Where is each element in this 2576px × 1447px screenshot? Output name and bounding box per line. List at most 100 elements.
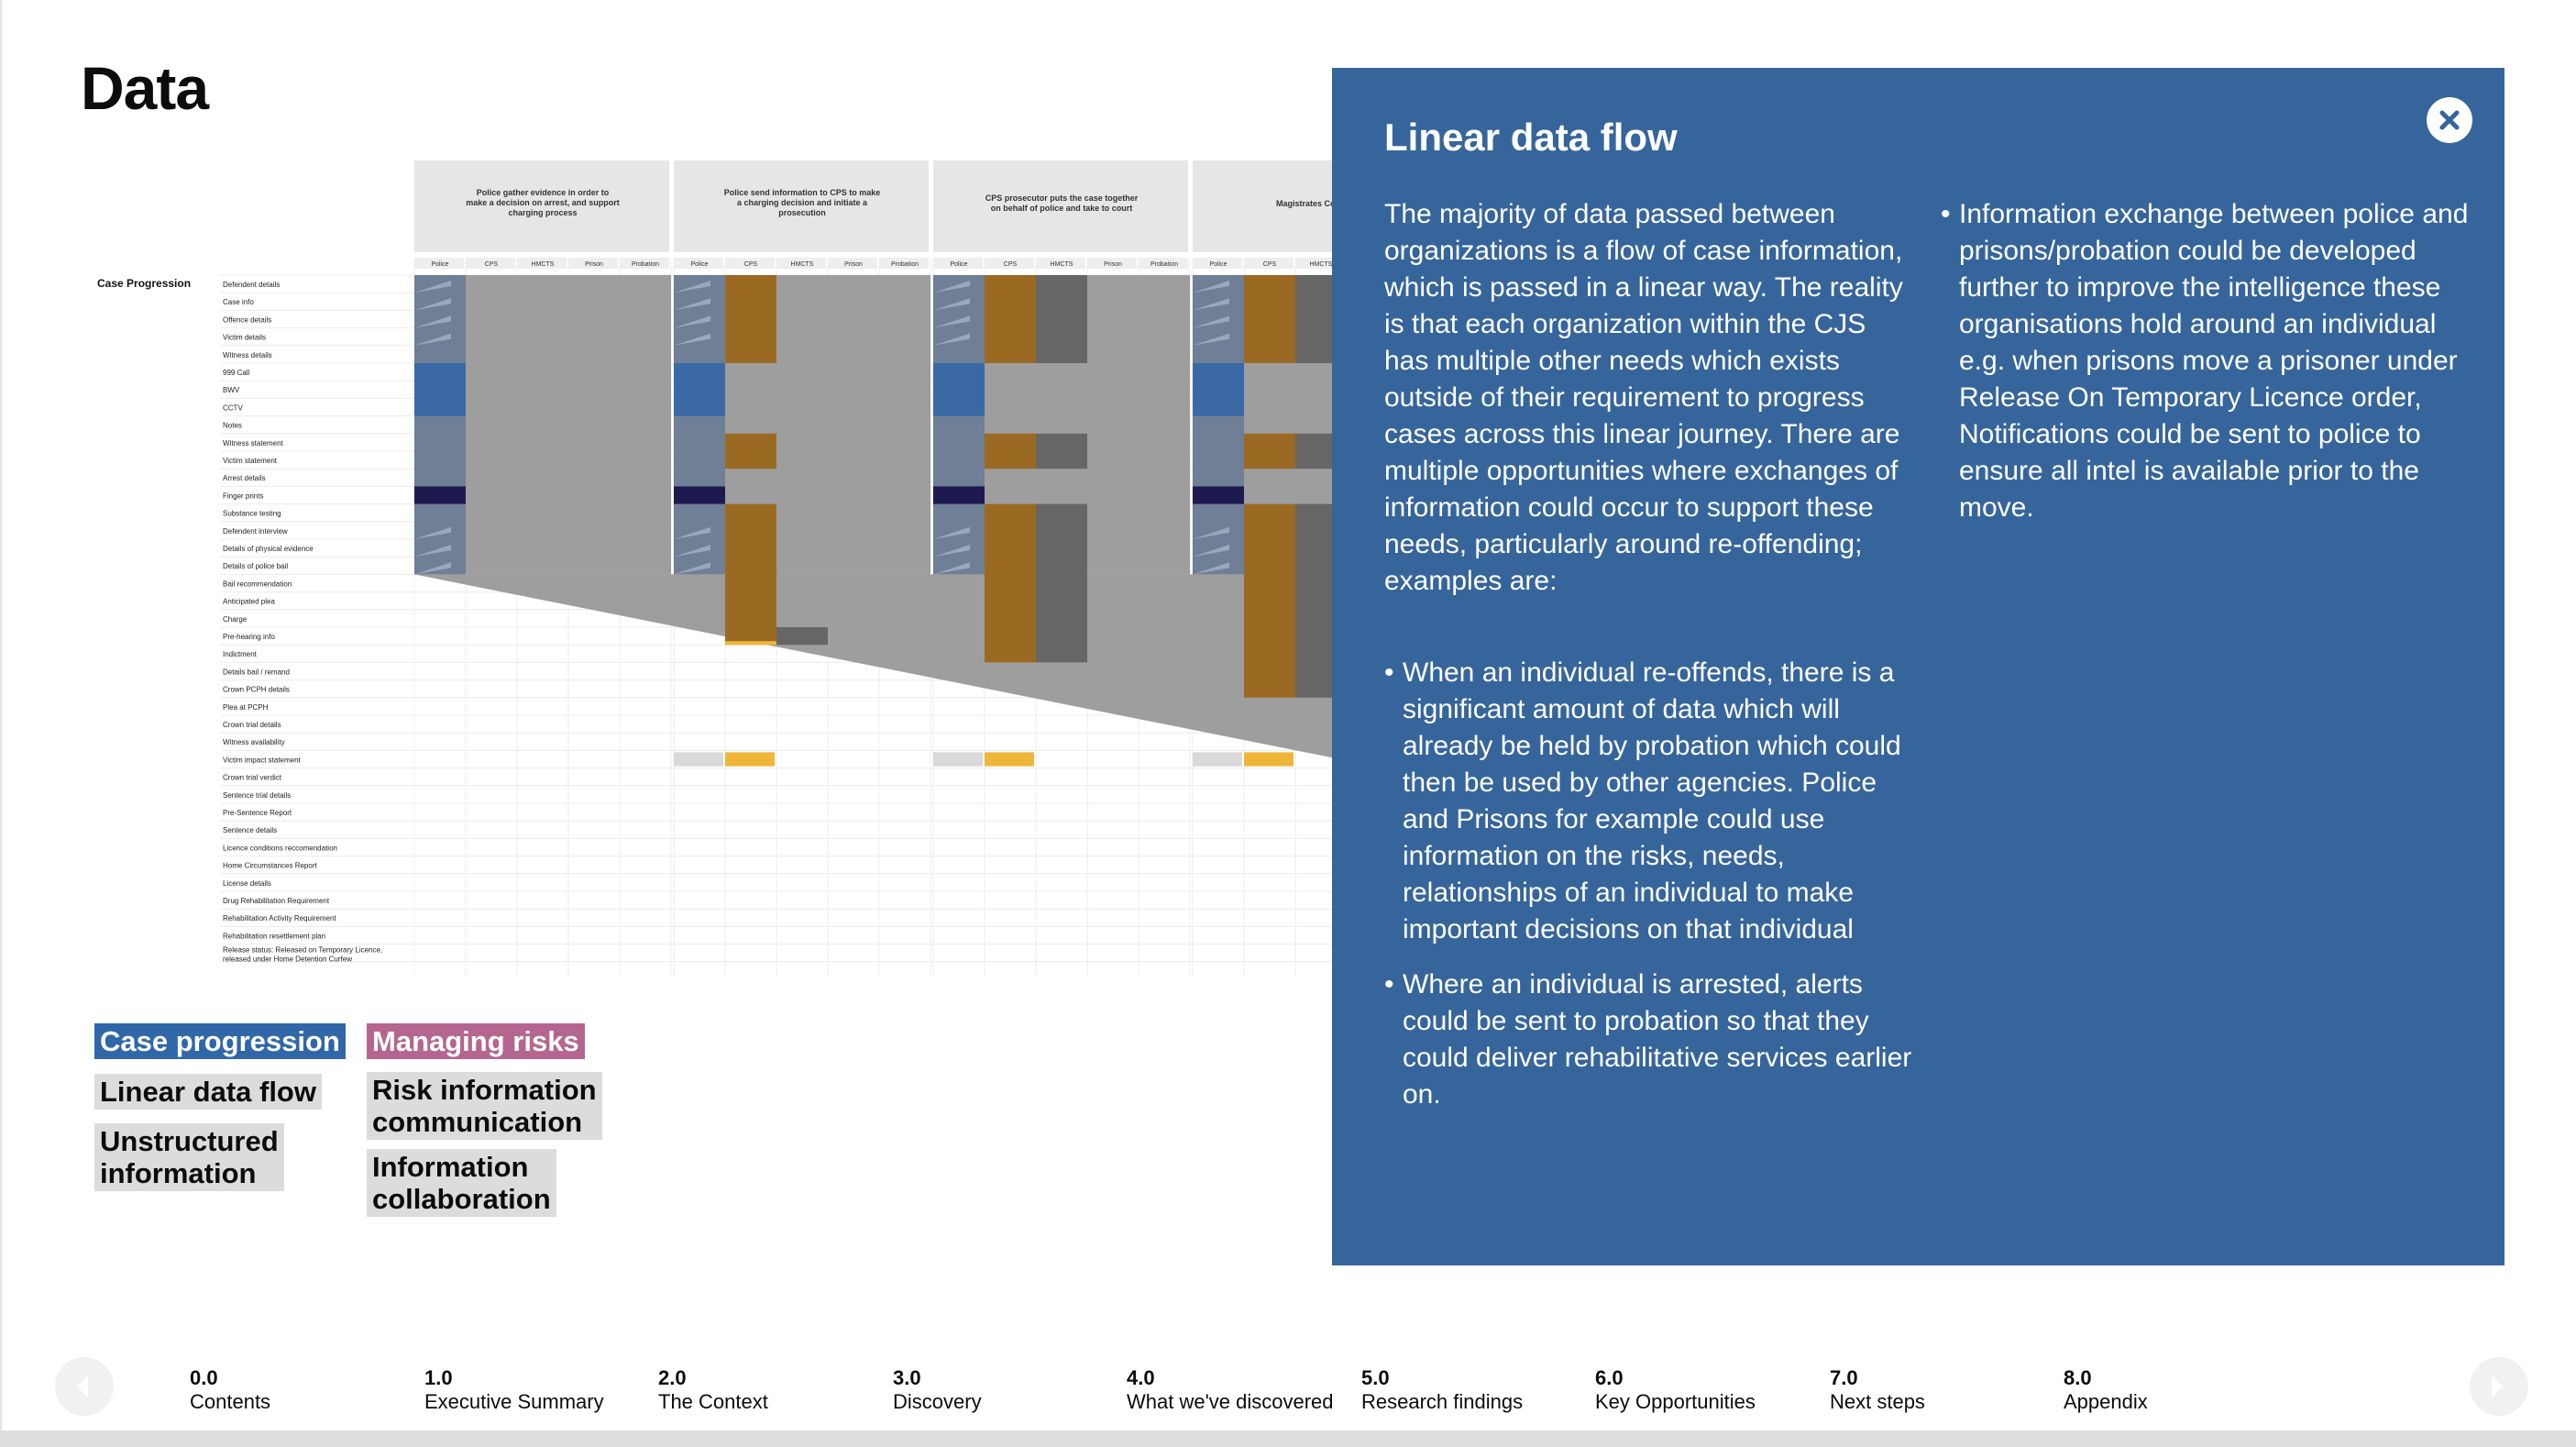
row-label: Details of physical evidence bbox=[223, 545, 314, 553]
police-chevron bbox=[674, 562, 710, 575]
victim-impact-cell bbox=[933, 752, 983, 767]
nav-item[interactable]: 4.0 What we've discovered bbox=[1127, 1366, 1334, 1414]
panel-left-column: The majority of data passed between orga… bbox=[1384, 196, 1914, 1113]
section-label: Case Progression bbox=[97, 277, 191, 290]
row-label: Pre-hearing info bbox=[223, 633, 275, 641]
tag-managing-risks-label: Managing risks bbox=[372, 1025, 579, 1057]
panel-bullet-arrest: Where an individual is arrested, alerts … bbox=[1384, 967, 1914, 1113]
next-page-button[interactable] bbox=[2470, 1357, 2528, 1416]
police-chevron bbox=[674, 526, 710, 539]
close-icon bbox=[2439, 110, 2460, 130]
stage-header-text: Police gather evidence in order to make a… bbox=[466, 188, 620, 217]
police-chevron bbox=[933, 562, 970, 575]
agency-header-text: Probation bbox=[891, 261, 919, 268]
cps-brown-cells bbox=[725, 275, 776, 363]
tag-information-collaboration[interactable]: Information collaboration bbox=[367, 1149, 556, 1217]
tag-risk-information-communication[interactable]: Risk information communication bbox=[367, 1072, 602, 1140]
stage-header-box bbox=[933, 160, 1188, 252]
tag-linear-data-flow[interactable]: Linear data flow bbox=[94, 1074, 322, 1110]
nav-item-label: Key Opportunities bbox=[1595, 1390, 1756, 1413]
police-chevron bbox=[414, 333, 451, 346]
agency-header-text: Police bbox=[1209, 261, 1227, 268]
nav-item-number: 6.0 bbox=[1595, 1366, 1624, 1389]
row-label: Defendent interview bbox=[223, 527, 288, 536]
row-label: Crown trial verdict bbox=[223, 774, 282, 782]
agency-header-cell bbox=[1036, 258, 1085, 269]
left-edge-rule bbox=[0, 0, 2, 1447]
agency-header-cell bbox=[1139, 258, 1188, 269]
agency-header-cell bbox=[620, 258, 669, 269]
agency-header-text: HMCTS bbox=[1051, 261, 1073, 268]
row-label: Rehabilitation Activity Requirement bbox=[223, 914, 336, 922]
nav-item[interactable]: 3.0 Discovery bbox=[893, 1366, 982, 1414]
row-label: Crown PCPH details bbox=[223, 686, 290, 694]
nav-item[interactable]: 7.0 Next steps bbox=[1830, 1366, 1925, 1414]
tag-unstructured-information[interactable]: Unstructured information bbox=[94, 1123, 284, 1191]
panel-bullet-reoffend: When an individual re-offends, there is … bbox=[1384, 655, 1914, 948]
row-label: Details of police bail bbox=[223, 562, 288, 570]
agency-header-text: HMCTS bbox=[532, 261, 555, 268]
tag-managing-risks[interactable]: Managing risks bbox=[367, 1023, 585, 1059]
police-blue-cells bbox=[414, 363, 466, 416]
nav-item-label: Research findings bbox=[1361, 1390, 1524, 1413]
agency-header-cell bbox=[466, 258, 515, 269]
agency-header-cell bbox=[1087, 258, 1137, 269]
row-label: Anticipated plea bbox=[223, 598, 275, 606]
row-label: Finger prints bbox=[223, 492, 263, 500]
nav-item[interactable]: 5.0 Research findings bbox=[1361, 1366, 1523, 1414]
data-flow-matrix: Police gather evidence in order to make a… bbox=[92, 160, 1333, 981]
tag-case-progression[interactable]: Case progression bbox=[94, 1023, 346, 1059]
police-chevron bbox=[933, 526, 970, 539]
tag-case-progression-label: Case progression bbox=[100, 1025, 340, 1057]
hmcts-dark-cells bbox=[1295, 433, 1333, 469]
hmcts-dark-cells bbox=[1036, 433, 1087, 469]
agency-header-text: HMCTS bbox=[1310, 261, 1333, 268]
row-label: Rehabilitation resettlement plan bbox=[223, 932, 325, 940]
agency-header-text: Prison bbox=[844, 261, 863, 268]
row-label: CCTV bbox=[223, 403, 243, 412]
victim-impact-cps-cell bbox=[725, 752, 775, 767]
linear-data-flow-panel: Linear data flow The majority of data pa… bbox=[1332, 68, 2504, 1265]
bottom-progress-bar bbox=[0, 1430, 2576, 1447]
nav-item[interactable]: 8.0 Appendix bbox=[2064, 1366, 2148, 1414]
stage-header-text: Magistrates Court hold bbox=[1276, 199, 1333, 208]
row-label: Witness statement bbox=[223, 439, 284, 447]
nav-item[interactable]: 2.0 The Context bbox=[658, 1366, 768, 1414]
police-chevron bbox=[674, 333, 710, 346]
nav-item-number: 5.0 bbox=[1361, 1366, 1390, 1389]
row-label: Defendent details bbox=[223, 281, 280, 289]
agency-header-text: Probation bbox=[1150, 261, 1178, 268]
row-label: Bail recommendation bbox=[223, 580, 292, 588]
row-label: BWV bbox=[223, 386, 240, 394]
agency-header-cell bbox=[776, 258, 826, 269]
police-chevron bbox=[1193, 333, 1229, 346]
panel-title: Linear data flow bbox=[1384, 116, 1678, 159]
stage-header-box bbox=[1193, 160, 1333, 252]
police-chevron bbox=[414, 562, 451, 575]
nav-item[interactable]: 1.0 Executive Summary bbox=[424, 1366, 604, 1414]
stage-header-text: CPS prosecutor puts the case together on … bbox=[985, 193, 1139, 213]
nav-item-number: 7.0 bbox=[1830, 1366, 1858, 1389]
cps-brown-cells bbox=[725, 503, 776, 646]
nav-item[interactable]: 0.0 Contents bbox=[190, 1366, 270, 1414]
close-button[interactable] bbox=[2427, 97, 2472, 143]
data-flow-wedge bbox=[414, 574, 1333, 758]
previous-page-button[interactable] bbox=[55, 1357, 114, 1416]
agency-header-text: Police bbox=[950, 261, 967, 268]
tag-unstructured-line-2: information bbox=[100, 1157, 257, 1189]
tag-risk-info-line-1: Risk information bbox=[372, 1074, 597, 1106]
police-chevron bbox=[1193, 562, 1229, 575]
agency-header-cell bbox=[933, 258, 983, 269]
police-column-cells bbox=[674, 275, 725, 575]
victim-impact-cell bbox=[674, 752, 723, 767]
victim-impact-cps-cell bbox=[985, 752, 1034, 767]
row-label: Crown trial details bbox=[223, 721, 281, 729]
nav-item-label: What we've discovered bbox=[1127, 1390, 1334, 1413]
nav-item-label: Next steps bbox=[1830, 1390, 1925, 1413]
cps-brown-cells bbox=[985, 275, 1036, 363]
nav-item[interactable]: 6.0 Key Opportunities bbox=[1595, 1366, 1756, 1414]
hmcts-dark-cells bbox=[1036, 503, 1087, 663]
agency-header-cell bbox=[1295, 258, 1333, 269]
police-column-cells bbox=[1193, 275, 1244, 575]
row-label: Drug Rehabilitation Requirement bbox=[223, 897, 330, 905]
